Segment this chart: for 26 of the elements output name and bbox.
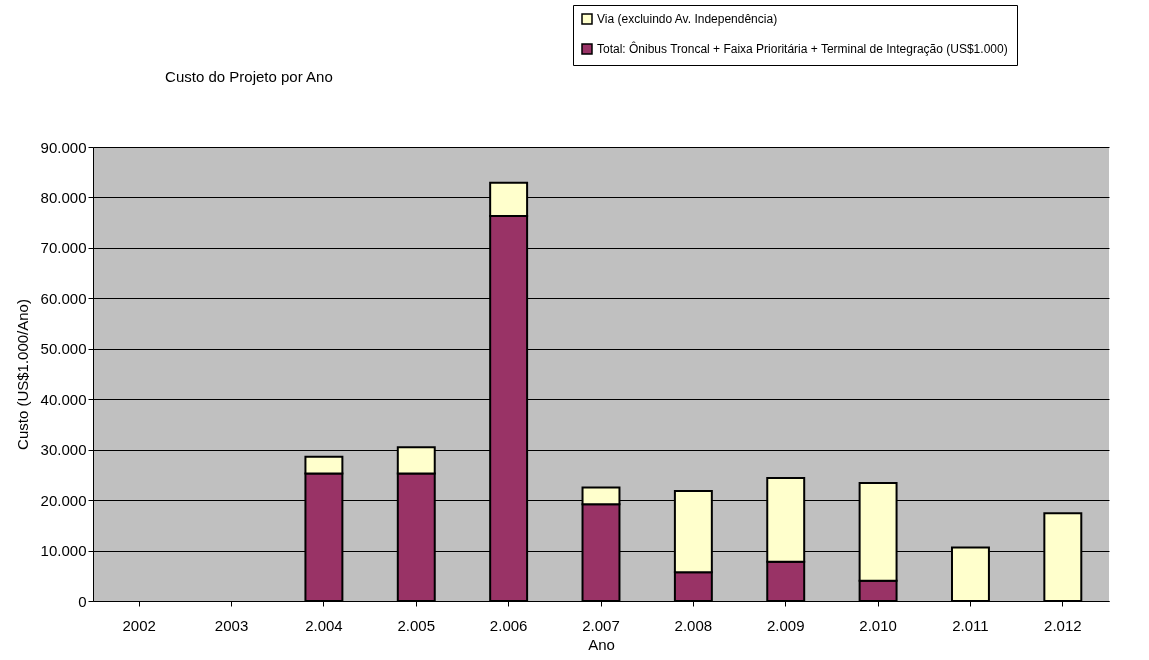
x-axis-title: Ano [588, 635, 615, 653]
legend-label: Total: Ônibus Troncal + Faixa Prioritária + Terminal de Integração (US$1.000) [597, 41, 1008, 56]
y-tick-label: 40.000 [40, 390, 87, 408]
x-tick-label: 2.004 [305, 616, 343, 634]
x-tick-label: 2002 [122, 616, 156, 634]
x-tick-label: 2.009 [766, 616, 805, 634]
y-tick-label: 20.000 [40, 491, 87, 509]
y-tick-label: 70.000 [40, 239, 87, 257]
x-tick-label: 2.006 [489, 616, 528, 634]
chart-title: Custo do Projeto por Ano [165, 68, 333, 85]
x-tick-label: 2.011 [952, 616, 989, 634]
legend-label: Via (excluindo Av. Independência) [597, 12, 778, 26]
y-axis-title: Custo (US$1.000/Ano) [13, 299, 31, 450]
y-tick-label: 90.000 [40, 138, 87, 156]
x-tick-label: 2.010 [859, 616, 897, 634]
x-tick-label: 2.007 [582, 616, 620, 634]
x-tick-label: 2.008 [674, 616, 713, 634]
y-tick-label: 80.000 [40, 188, 87, 206]
x-tick-label: 2.012 [1044, 616, 1082, 634]
y-tick-label: 10.000 [40, 542, 87, 560]
y-tick-label: 50.000 [40, 340, 87, 358]
x-tick-label: 2.005 [397, 616, 436, 634]
x-tick-label: 2003 [214, 616, 249, 634]
y-tick-label: 30.000 [40, 441, 87, 459]
y-tick-label: 60.000 [40, 289, 87, 307]
y-tick-label: 0 [78, 592, 87, 610]
